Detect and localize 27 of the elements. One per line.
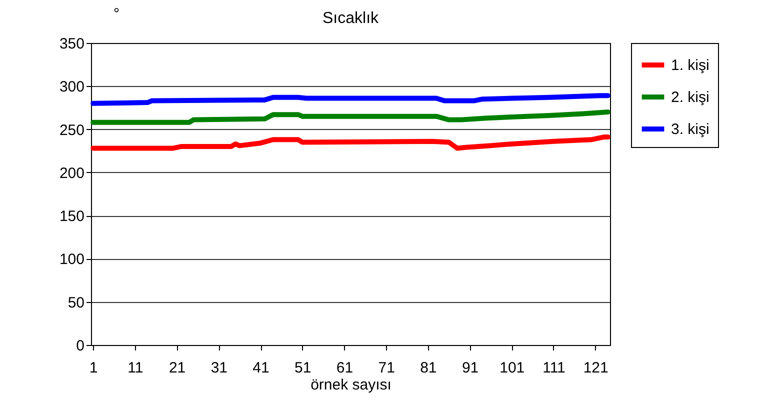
legend-label: 1. kişi (671, 57, 710, 74)
x-tick-label: 21 (168, 360, 186, 376)
y-axis-title: ° (114, 6, 120, 22)
y-tick-label: 300 (59, 78, 84, 96)
x-tick-label: 91 (462, 360, 479, 376)
x-tick-label: 41 (252, 360, 270, 376)
x-axis-title: örnek sayısı (310, 376, 392, 394)
y-tick-label: 100 (59, 251, 84, 268)
y-tick-label: 50 (68, 294, 84, 312)
x-tick-label: 71 (378, 360, 395, 376)
x-tick-label: 11 (128, 360, 144, 376)
x-tick-label: 81 (420, 360, 437, 376)
y-tick-label: 350 (59, 36, 84, 52)
y-tick-label: 150 (59, 208, 84, 226)
y-tick-label: 200 (59, 164, 84, 182)
chart-title: Sıcaklık (322, 10, 380, 27)
x-tick-label: 101 (500, 360, 525, 376)
x-tick-label: 1 (89, 360, 98, 376)
x-tick-label: 51 (294, 360, 312, 376)
y-tick-label: 0 (76, 338, 84, 354)
x-tick-label: 111 (542, 360, 566, 376)
x-tick-label: 61 (336, 360, 354, 376)
y-tick-label: 250 (59, 122, 84, 139)
legend-label: 2. kişi (671, 89, 710, 106)
x-tick-label: 121 (583, 360, 608, 376)
legend-label: 3. kişi (671, 121, 710, 138)
x-tick-label: 31 (210, 360, 228, 376)
